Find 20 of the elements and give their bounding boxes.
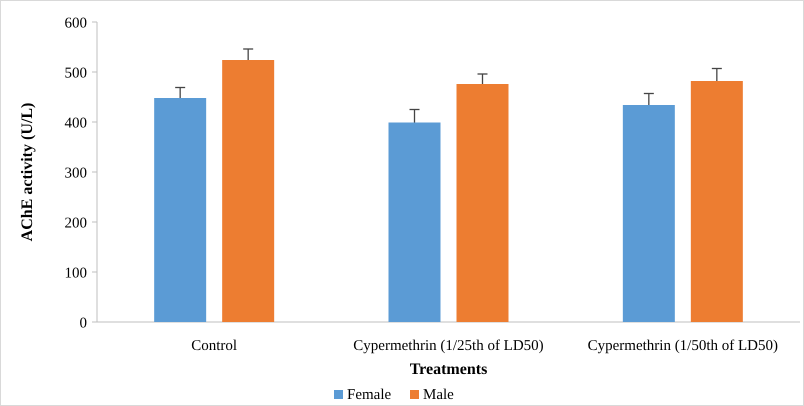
bar <box>388 122 440 322</box>
x-tick-label: Control <box>191 338 238 354</box>
y-tick-label: 0 <box>80 315 87 332</box>
y-tick-label: 300 <box>64 165 87 182</box>
y-tick-label: 500 <box>64 65 87 82</box>
legend-label: Female <box>347 387 392 403</box>
bar <box>154 98 206 322</box>
x-tick-label: Cypermethrin (1/50th of LD50) <box>588 338 778 354</box>
bar <box>622 105 675 322</box>
x-axis-title: Treatments <box>410 361 488 378</box>
bar <box>222 60 274 322</box>
y-axis-title: AChE activity (U/L) <box>19 102 36 242</box>
bar <box>456 84 508 322</box>
y-tick-label: 600 <box>64 15 87 32</box>
legend-label: Male <box>423 387 454 403</box>
y-tick-label: 100 <box>64 265 87 282</box>
y-tick-label: 400 <box>64 115 87 132</box>
y-tick-label: 200 <box>64 215 87 232</box>
bar <box>690 81 743 322</box>
x-tick-label: Cypermethrin (1/25th of LD50) <box>353 338 544 354</box>
